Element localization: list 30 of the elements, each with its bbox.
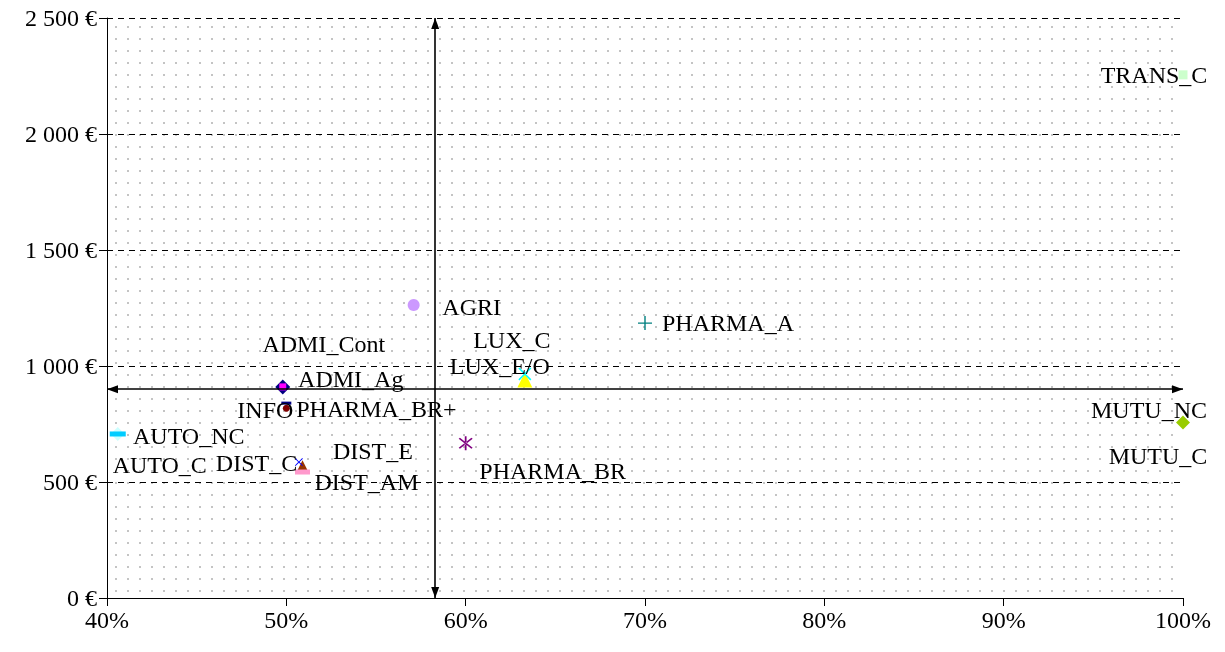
series-label: DIST_AM xyxy=(314,469,419,496)
series-label: DIST_E xyxy=(332,438,413,465)
y-tick-label: 1 000 € xyxy=(25,353,97,379)
annotation: MUTU_C xyxy=(1108,443,1208,470)
x-tick-label: 60% xyxy=(443,607,488,633)
series-label: DIST_C xyxy=(215,449,298,476)
x-tick-label: 80% xyxy=(802,607,847,633)
series-label: LUX_C xyxy=(473,326,551,353)
series-label: MUTU_NC xyxy=(1090,397,1208,424)
series-label: AUTO_C xyxy=(112,451,207,478)
series-label: AGRI xyxy=(442,293,501,320)
series-label: TRANS_C xyxy=(1100,61,1208,88)
y-tick-label: 2 500 € xyxy=(25,5,97,31)
point xyxy=(458,436,473,451)
series-label: PHARMA_A xyxy=(661,310,795,337)
x-tick-label: 50% xyxy=(264,607,309,633)
series-label: PHARMA_BR xyxy=(479,458,627,485)
series-label: INFO xyxy=(237,397,294,424)
series-label: ADMI_Ag xyxy=(298,365,404,392)
series-label: AUTO_NC xyxy=(132,422,245,449)
series-label: ADMI_Cont xyxy=(262,330,386,357)
series-label: LUX_E/O xyxy=(449,352,550,379)
x-tick-label: 90% xyxy=(981,607,1026,633)
y-tick-label: 2 000 € xyxy=(25,121,97,147)
y-tick-label: 1 500 € xyxy=(25,237,97,263)
point xyxy=(638,316,652,331)
point xyxy=(407,298,420,311)
y-tick-label: 500 € xyxy=(43,469,97,495)
x-tick-label: 70% xyxy=(623,607,667,633)
x-tick-label: 100% xyxy=(1155,607,1211,633)
